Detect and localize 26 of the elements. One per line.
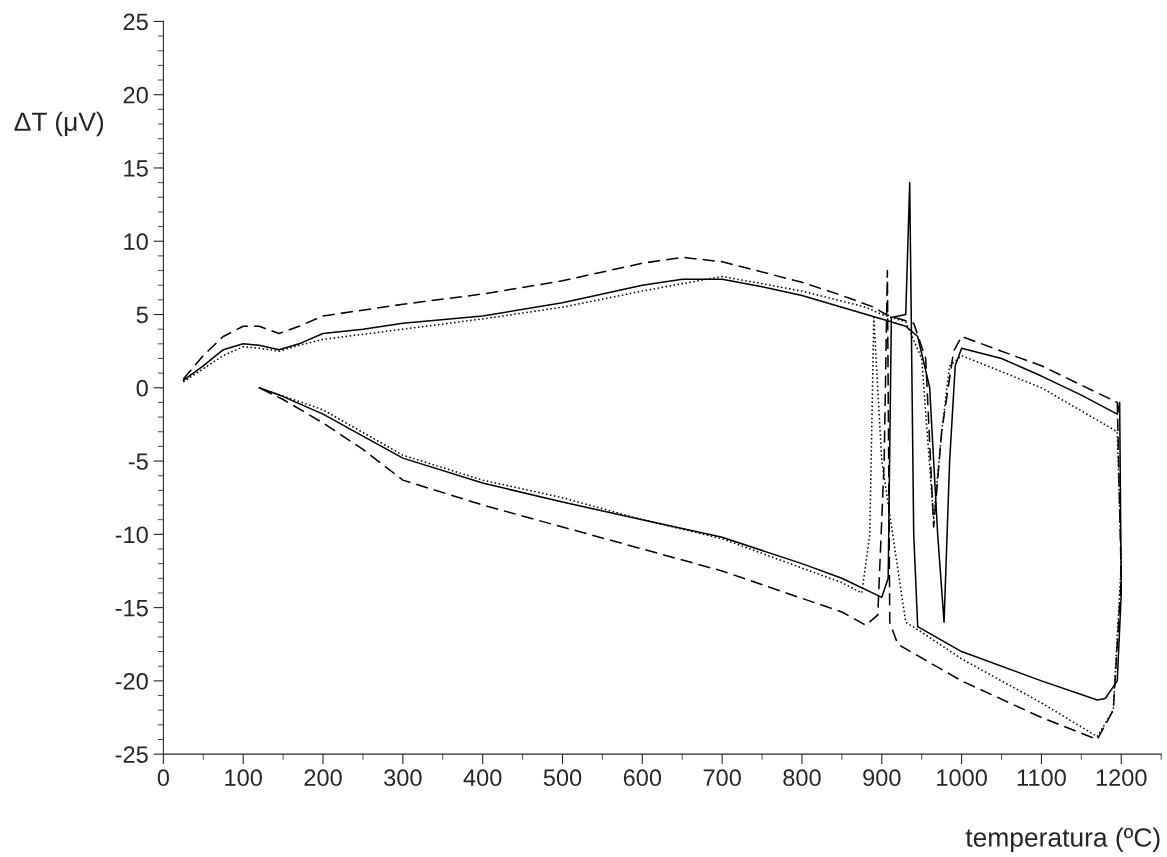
y-axis-title: ΔT (μV) <box>14 111 104 137</box>
x-tick-label: 600 <box>623 769 662 787</box>
x-tick-label: 400 <box>463 769 502 787</box>
x-tick-label: 1100 <box>1017 769 1066 787</box>
x-tick-label: 100 <box>225 769 262 787</box>
x-tick-label: 0 <box>157 769 170 787</box>
x-tick-label: 300 <box>384 769 422 787</box>
x-tick-label: 500 <box>543 769 582 787</box>
y-tick-label: -20 <box>115 672 148 690</box>
x-tick-label: 200 <box>304 769 342 787</box>
x-axis-title: temperatura (ºC) <box>965 827 1160 853</box>
y-tick-label: 20 <box>123 86 148 104</box>
y-tick-label: -5 <box>128 453 148 470</box>
y-tick-label: -15 <box>115 599 148 617</box>
x-tick-label: 700 <box>703 769 741 787</box>
y-tick-label: -10 <box>115 526 148 544</box>
y-tick-label: 0 <box>136 379 148 397</box>
y-tick-label: 25 <box>123 13 148 31</box>
y-tick-label: -25 <box>115 746 148 763</box>
x-tick-label: 1200 <box>1096 769 1147 787</box>
y-tick-label: 10 <box>124 233 148 251</box>
y-tick-label: 5 <box>136 306 148 324</box>
x-tick-label: 1000 <box>937 769 987 787</box>
y-tick-label: 15 <box>124 160 148 177</box>
x-tick-label: 800 <box>783 769 821 787</box>
x-tick-label: 900 <box>863 769 901 787</box>
